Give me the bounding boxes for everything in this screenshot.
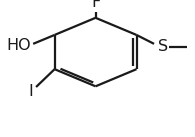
Text: I: I bbox=[28, 84, 33, 99]
Text: HO: HO bbox=[6, 38, 31, 53]
Text: F: F bbox=[91, 0, 100, 10]
Text: S: S bbox=[158, 39, 168, 54]
